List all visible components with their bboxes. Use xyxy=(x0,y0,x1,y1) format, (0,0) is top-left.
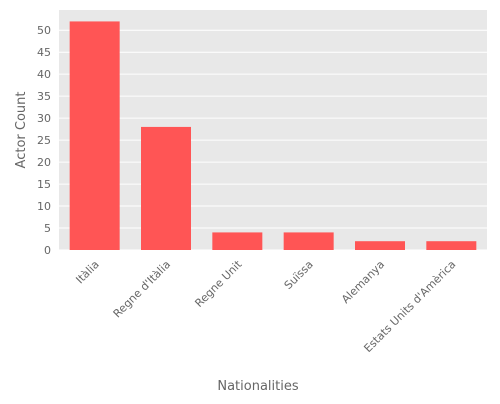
y-tick-label: 20 xyxy=(37,156,51,169)
x-tick-label: Regne d'Itàlia xyxy=(111,258,173,320)
y-tick-labels: 0 5 10 15 20 25 30 35 40 45 50 xyxy=(37,24,51,257)
y-tick-label: 35 xyxy=(37,90,51,103)
y-tick-label: 45 xyxy=(37,46,51,59)
y-tick-label: 15 xyxy=(37,178,51,191)
plot-area xyxy=(59,10,487,250)
y-tick-label: 40 xyxy=(37,68,51,81)
y-tick-label: 0 xyxy=(44,244,51,257)
x-tick-label: Regne Unit xyxy=(192,257,244,309)
y-tick-label: 25 xyxy=(37,134,51,147)
bar xyxy=(141,126,191,250)
y-axis-title: Actor Count xyxy=(14,92,29,169)
bar xyxy=(212,232,263,250)
y-tick-label: 10 xyxy=(37,200,51,213)
x-tick-label: Alemanya xyxy=(339,258,387,306)
x-tick-labels: Itàlia Regne d'Itàlia Regne Unit Suïssa Alem… xyxy=(73,257,458,355)
y-tick-label: 30 xyxy=(37,112,51,125)
bars xyxy=(69,21,477,250)
y-tick-label: 5 xyxy=(44,222,51,235)
grid-lines xyxy=(59,29,487,251)
bar xyxy=(426,241,477,250)
bar xyxy=(355,241,405,250)
bar xyxy=(69,21,120,250)
bar xyxy=(283,232,334,250)
x-axis-title: Nationalities xyxy=(217,379,298,394)
x-tick-label: Itàlia xyxy=(73,258,101,286)
x-tick-label: Suïssa xyxy=(282,258,316,292)
y-tick-label: 50 xyxy=(37,24,51,37)
